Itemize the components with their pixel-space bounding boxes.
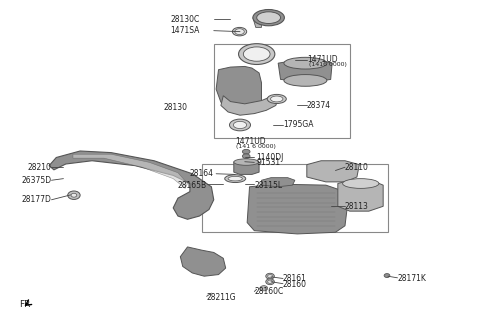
- Text: 28160: 28160: [283, 280, 307, 289]
- Text: 1471UD: 1471UD: [235, 137, 266, 146]
- Ellipse shape: [243, 47, 270, 61]
- Ellipse shape: [228, 176, 242, 181]
- Ellipse shape: [232, 28, 247, 36]
- Polygon shape: [247, 184, 348, 234]
- Ellipse shape: [284, 57, 327, 69]
- Circle shape: [268, 280, 273, 283]
- Polygon shape: [221, 96, 278, 115]
- Polygon shape: [234, 160, 259, 174]
- Circle shape: [260, 286, 268, 291]
- Text: 28164: 28164: [190, 169, 214, 178]
- Text: 1471UD: 1471UD: [307, 55, 337, 64]
- Text: 28374: 28374: [307, 101, 331, 110]
- Circle shape: [266, 273, 275, 279]
- Text: 28210: 28210: [28, 163, 51, 172]
- Text: 1795GA: 1795GA: [283, 120, 313, 130]
- Ellipse shape: [267, 94, 286, 104]
- Polygon shape: [278, 60, 332, 81]
- Text: 28160C: 28160C: [254, 287, 284, 296]
- Circle shape: [268, 275, 273, 278]
- Ellipse shape: [242, 149, 250, 154]
- Polygon shape: [307, 161, 360, 182]
- Polygon shape: [49, 151, 214, 219]
- Text: (141 6 0000): (141 6 0000): [236, 144, 276, 149]
- Ellipse shape: [239, 44, 275, 65]
- Text: 28113: 28113: [345, 202, 369, 211]
- Ellipse shape: [253, 10, 284, 26]
- Bar: [202, 164, 388, 232]
- Ellipse shape: [242, 154, 250, 158]
- Circle shape: [68, 191, 80, 199]
- Ellipse shape: [225, 175, 246, 183]
- Polygon shape: [216, 67, 262, 112]
- Text: 28161: 28161: [283, 274, 307, 283]
- Text: 28211G: 28211G: [206, 293, 236, 302]
- Text: 28177D: 28177D: [22, 195, 51, 204]
- Circle shape: [384, 274, 390, 277]
- Text: 28171K: 28171K: [397, 274, 426, 283]
- Text: FR: FR: [20, 300, 31, 309]
- Bar: [214, 44, 350, 138]
- Text: 91531: 91531: [257, 158, 281, 167]
- Circle shape: [266, 279, 275, 285]
- Text: 1471SA: 1471SA: [170, 26, 199, 35]
- Circle shape: [71, 193, 77, 197]
- Ellipse shape: [284, 74, 327, 86]
- Text: 28115L: 28115L: [254, 181, 282, 190]
- Ellipse shape: [233, 121, 247, 129]
- Text: 28165B: 28165B: [178, 181, 206, 190]
- Ellipse shape: [235, 29, 244, 34]
- Ellipse shape: [229, 119, 251, 131]
- Polygon shape: [180, 247, 226, 276]
- Ellipse shape: [271, 96, 283, 102]
- Polygon shape: [73, 154, 188, 188]
- Polygon shape: [338, 180, 383, 211]
- Ellipse shape: [234, 159, 259, 165]
- Ellipse shape: [343, 179, 379, 188]
- Polygon shape: [262, 178, 295, 187]
- Text: 28110: 28110: [345, 163, 369, 172]
- Text: 28130: 28130: [164, 103, 188, 112]
- Text: 28130C: 28130C: [170, 15, 199, 24]
- Text: 1140DJ: 1140DJ: [257, 153, 284, 162]
- Ellipse shape: [257, 12, 281, 24]
- Polygon shape: [253, 18, 262, 28]
- Text: 26375D: 26375D: [22, 176, 51, 185]
- Text: (1416 0000): (1416 0000): [309, 62, 347, 67]
